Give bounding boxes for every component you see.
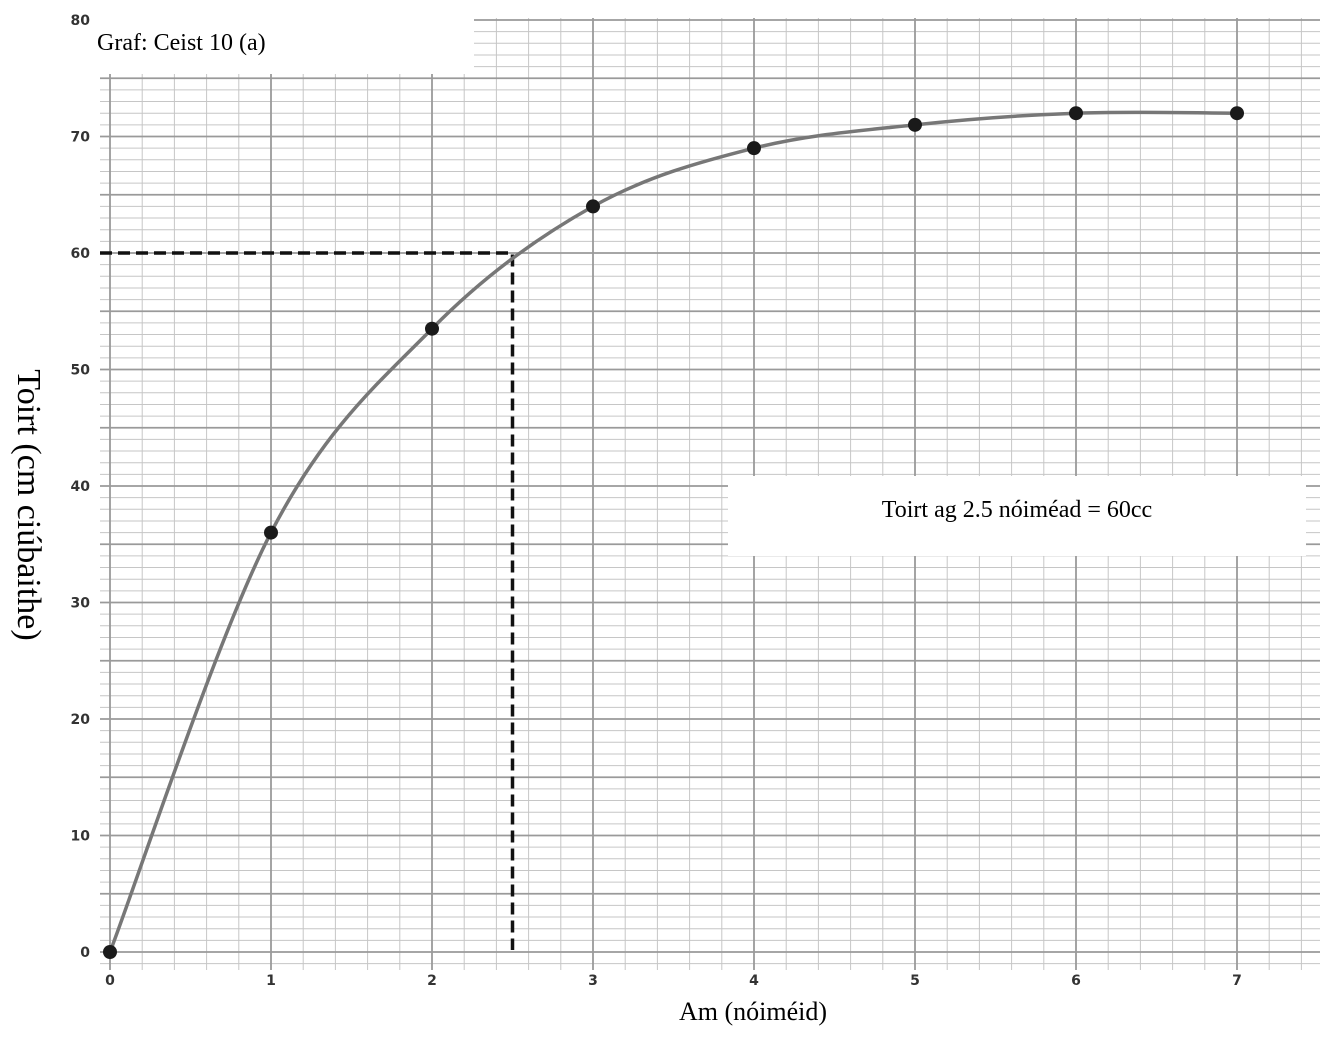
data-point bbox=[747, 141, 761, 156]
x-tick-label: 2 bbox=[427, 973, 437, 989]
data-point bbox=[586, 199, 600, 214]
x-tick-label: 4 bbox=[749, 973, 759, 989]
y-tick-label: 70 bbox=[71, 130, 91, 146]
minor-gridlines bbox=[100, 18, 1320, 970]
guide-dashed-line bbox=[100, 251, 515, 950]
y-tick-label: 0 bbox=[80, 945, 90, 961]
annotation-box bbox=[728, 476, 1306, 556]
data-point bbox=[1230, 106, 1244, 121]
data-points bbox=[103, 106, 1244, 959]
y-axis-label: Toirt (cm ciúbaithe) bbox=[10, 369, 47, 640]
data-point bbox=[103, 945, 117, 959]
y-tick-label: 20 bbox=[71, 712, 91, 728]
y-tick-labels: 0 10 20 30 40 50 60 70 80 bbox=[71, 13, 91, 961]
y-tick-label: 50 bbox=[71, 363, 91, 379]
x-tick-label: 3 bbox=[588, 973, 598, 989]
y-tick-label: 40 bbox=[71, 479, 91, 495]
data-point bbox=[264, 525, 278, 540]
title-box bbox=[88, 12, 474, 74]
x-tick-label: 5 bbox=[910, 973, 920, 989]
annotation-text: Toirt ag 2.5 nóiméad = 60cc bbox=[882, 497, 1152, 523]
data-point bbox=[1069, 106, 1083, 121]
x-tick-labels: 0 1 2 3 4 5 6 7 bbox=[105, 973, 1242, 989]
x-tick-label: 7 bbox=[1232, 973, 1242, 989]
y-tick-label: 80 bbox=[71, 13, 91, 29]
x-tick-label: 0 bbox=[105, 973, 115, 989]
data-point bbox=[425, 321, 439, 336]
x-tick-label: 1 bbox=[266, 973, 276, 989]
x-tick-label: 6 bbox=[1071, 973, 1081, 989]
y-tick-label: 60 bbox=[71, 246, 91, 262]
y-tick-label: 10 bbox=[71, 829, 91, 845]
x-axis-label: Am (nóiméid) bbox=[679, 997, 827, 1026]
y-tick-label: 30 bbox=[71, 596, 91, 612]
data-point bbox=[908, 117, 922, 132]
chart-title: Graf: Ceist 10 (a) bbox=[97, 30, 266, 56]
